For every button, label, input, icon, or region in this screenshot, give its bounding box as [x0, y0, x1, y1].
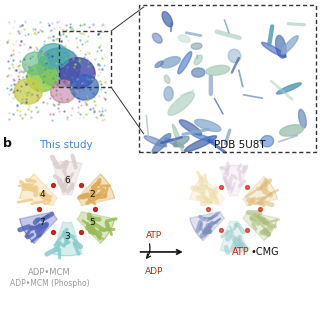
- Ellipse shape: [70, 75, 99, 100]
- Polygon shape: [243, 212, 277, 241]
- Ellipse shape: [155, 61, 163, 68]
- Ellipse shape: [168, 92, 194, 115]
- Ellipse shape: [38, 44, 69, 69]
- Ellipse shape: [152, 133, 171, 154]
- Ellipse shape: [185, 136, 217, 152]
- Ellipse shape: [276, 83, 301, 94]
- Ellipse shape: [144, 136, 167, 147]
- Text: 4: 4: [39, 190, 45, 199]
- Polygon shape: [53, 162, 82, 195]
- Text: ADP: ADP: [145, 267, 164, 276]
- Ellipse shape: [161, 57, 180, 68]
- Text: ATP: ATP: [232, 247, 250, 257]
- Ellipse shape: [27, 63, 58, 92]
- Ellipse shape: [299, 109, 306, 128]
- Ellipse shape: [60, 58, 95, 89]
- Ellipse shape: [38, 48, 80, 87]
- Polygon shape: [243, 177, 277, 206]
- Ellipse shape: [194, 55, 202, 65]
- Polygon shape: [77, 212, 115, 243]
- Ellipse shape: [172, 124, 183, 151]
- Ellipse shape: [173, 136, 189, 147]
- Ellipse shape: [164, 138, 184, 148]
- Text: ATP: ATP: [146, 231, 162, 240]
- Ellipse shape: [192, 68, 205, 77]
- Text: 6: 6: [64, 176, 70, 185]
- Ellipse shape: [178, 52, 192, 74]
- Text: b: b: [3, 138, 12, 150]
- Text: 3: 3: [64, 232, 70, 241]
- Text: 7: 7: [39, 218, 45, 227]
- Text: ADP•MCM (Phospho): ADP•MCM (Phospho): [10, 279, 89, 288]
- Ellipse shape: [191, 133, 216, 143]
- Text: 5: 5: [90, 218, 95, 227]
- Text: This study: This study: [39, 140, 92, 150]
- Polygon shape: [190, 177, 225, 206]
- Ellipse shape: [179, 120, 202, 135]
- Polygon shape: [20, 174, 57, 205]
- Ellipse shape: [280, 125, 303, 136]
- Ellipse shape: [51, 80, 76, 103]
- Ellipse shape: [22, 52, 48, 75]
- Polygon shape: [220, 165, 247, 196]
- Ellipse shape: [276, 36, 286, 58]
- Ellipse shape: [162, 12, 172, 27]
- Ellipse shape: [164, 75, 170, 83]
- Ellipse shape: [178, 35, 190, 43]
- Text: PDB 5U8T: PDB 5U8T: [214, 140, 266, 150]
- Ellipse shape: [191, 43, 202, 49]
- Text: •CMG: •CMG: [251, 247, 279, 257]
- Ellipse shape: [206, 65, 230, 75]
- Ellipse shape: [164, 87, 173, 101]
- Polygon shape: [190, 212, 225, 241]
- Ellipse shape: [14, 79, 42, 104]
- Ellipse shape: [261, 136, 274, 147]
- Ellipse shape: [282, 36, 298, 54]
- Polygon shape: [53, 222, 82, 256]
- Ellipse shape: [262, 42, 286, 58]
- Ellipse shape: [195, 119, 221, 132]
- Polygon shape: [77, 174, 115, 205]
- Text: ADP•MCM: ADP•MCM: [28, 268, 71, 276]
- Polygon shape: [220, 221, 247, 252]
- Text: 2: 2: [90, 190, 95, 199]
- Ellipse shape: [228, 49, 241, 63]
- Polygon shape: [20, 212, 57, 243]
- Ellipse shape: [152, 33, 162, 43]
